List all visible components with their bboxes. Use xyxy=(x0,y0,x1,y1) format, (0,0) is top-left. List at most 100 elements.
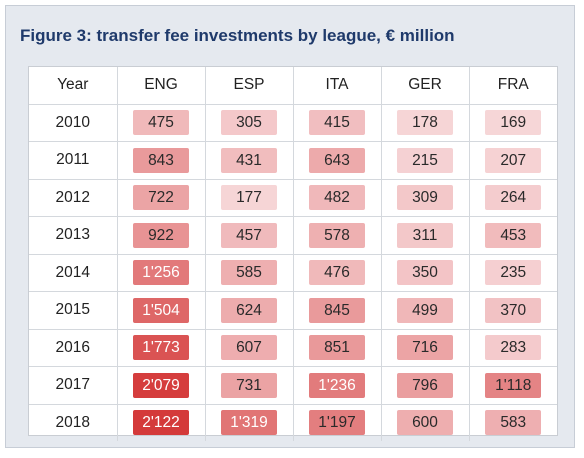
value-chip-eng: 2'122 xyxy=(133,410,189,436)
value-cell: 1'504 xyxy=(117,291,206,330)
value-cell: 845 xyxy=(293,291,382,330)
value-cell: 169 xyxy=(469,104,557,142)
value-cell: 716 xyxy=(381,329,470,367)
value-cell: 851 xyxy=(293,329,382,367)
year-cell: 2015 xyxy=(29,291,118,330)
value-chip-esp: 607 xyxy=(221,335,277,361)
value-cell: 305 xyxy=(205,104,294,142)
value-cell: 2'122 xyxy=(117,404,206,441)
value-cell: 643 xyxy=(293,141,382,180)
value-chip-esp: 177 xyxy=(221,185,277,211)
value-cell: 1'319 xyxy=(205,404,294,441)
value-chip-ita: 845 xyxy=(309,297,365,323)
value-cell: 476 xyxy=(293,254,382,292)
value-chip-fra: 169 xyxy=(485,110,542,136)
year-cell: 2012 xyxy=(29,179,118,217)
value-chip-fra: 1'118 xyxy=(485,372,542,398)
value-cell: 843 xyxy=(117,141,206,180)
value-chip-fra: 283 xyxy=(485,335,542,361)
column-header-fra: FRA xyxy=(469,67,557,105)
heatmap-table: Year ENG ESP ITA GER FRA 2010 475 305 415 178 169 2… xyxy=(29,67,557,441)
value-cell: 578 xyxy=(293,216,382,255)
value-chip-fra: 453 xyxy=(485,222,542,248)
value-cell: 178 xyxy=(381,104,470,142)
year-cell: 2013 xyxy=(29,216,118,255)
value-cell: 2'079 xyxy=(117,366,206,405)
value-cell: 1'256 xyxy=(117,254,206,292)
value-chip-eng: 722 xyxy=(133,185,189,211)
value-cell: 583 xyxy=(469,404,557,441)
figure-panel: Figure 3: transfer fee investments by le… xyxy=(5,5,575,448)
table-row: 2010 475 305 415 178 169 xyxy=(29,104,557,142)
column-header-eng: ENG xyxy=(117,67,206,105)
value-cell: 350 xyxy=(381,254,470,292)
value-cell: 370 xyxy=(469,291,557,330)
value-cell: 607 xyxy=(205,329,294,367)
column-header-ger: GER xyxy=(381,67,470,105)
value-chip-ger: 600 xyxy=(397,410,453,436)
table-row: 2015 1'504 624 845 499 370 xyxy=(29,291,557,330)
value-cell: 499 xyxy=(381,291,470,330)
year-cell: 2011 xyxy=(29,141,118,180)
value-cell: 624 xyxy=(205,291,294,330)
table-row: 2017 2'079 731 1'236 796 1'118 xyxy=(29,366,557,405)
value-cell: 1'118 xyxy=(469,366,557,405)
value-cell: 453 xyxy=(469,216,557,255)
value-chip-esp: 585 xyxy=(221,260,277,286)
value-chip-ita: 476 xyxy=(309,260,365,286)
value-chip-esp: 624 xyxy=(221,297,277,323)
year-cell: 2010 xyxy=(29,104,118,142)
table-row: 2013 922 457 578 311 453 xyxy=(29,216,557,255)
value-chip-eng: 475 xyxy=(133,110,189,136)
value-cell: 431 xyxy=(205,141,294,180)
value-cell: 722 xyxy=(117,179,206,217)
table-row: 2012 722 177 482 309 264 xyxy=(29,179,557,217)
value-chip-esp: 305 xyxy=(221,110,277,136)
value-cell: 415 xyxy=(293,104,382,142)
value-chip-ger: 178 xyxy=(397,110,453,136)
value-chip-ger: 796 xyxy=(397,372,453,398)
value-cell: 215 xyxy=(381,141,470,180)
value-cell: 283 xyxy=(469,329,557,367)
value-cell: 207 xyxy=(469,141,557,180)
value-cell: 177 xyxy=(205,179,294,217)
value-chip-eng: 843 xyxy=(133,147,189,173)
value-chip-ger: 716 xyxy=(397,335,453,361)
value-chip-ger: 311 xyxy=(397,222,453,248)
value-cell: 457 xyxy=(205,216,294,255)
year-cell: 2014 xyxy=(29,254,118,292)
value-chip-ita: 1'197 xyxy=(309,410,365,436)
value-chip-ita: 578 xyxy=(309,222,365,248)
table-body: 2010 475 305 415 178 169 2011 843 431 643 215 207 20… xyxy=(29,104,557,441)
value-chip-eng: 1'504 xyxy=(133,297,189,323)
value-chip-fra: 207 xyxy=(485,147,542,173)
value-cell: 311 xyxy=(381,216,470,255)
value-chip-ger: 309 xyxy=(397,185,453,211)
column-header-year: Year xyxy=(29,67,118,105)
value-chip-fra: 264 xyxy=(485,185,542,211)
value-cell: 309 xyxy=(381,179,470,217)
year-cell: 2016 xyxy=(29,329,118,367)
value-cell: 796 xyxy=(381,366,470,405)
value-chip-ita: 1'236 xyxy=(309,372,365,398)
value-cell: 1'236 xyxy=(293,366,382,405)
value-chip-ger: 215 xyxy=(397,147,453,173)
value-chip-ita: 643 xyxy=(309,147,365,173)
value-chip-esp: 431 xyxy=(221,147,277,173)
value-chip-fra: 235 xyxy=(485,260,542,286)
column-header-esp: ESP xyxy=(205,67,294,105)
table-row: 2018 2'122 1'319 1'197 600 583 xyxy=(29,404,557,441)
value-chip-eng: 2'079 xyxy=(133,372,189,398)
value-chip-fra: 583 xyxy=(485,410,542,436)
value-cell: 482 xyxy=(293,179,382,217)
value-cell: 475 xyxy=(117,104,206,142)
value-chip-esp: 731 xyxy=(221,372,277,398)
value-chip-esp: 1'319 xyxy=(221,410,277,436)
value-chip-esp: 457 xyxy=(221,222,277,248)
value-cell: 264 xyxy=(469,179,557,217)
value-cell: 585 xyxy=(205,254,294,292)
value-chip-ger: 350 xyxy=(397,260,453,286)
value-chip-ita: 851 xyxy=(309,335,365,361)
value-chip-eng: 1'773 xyxy=(133,335,189,361)
year-cell: 2017 xyxy=(29,366,118,405)
